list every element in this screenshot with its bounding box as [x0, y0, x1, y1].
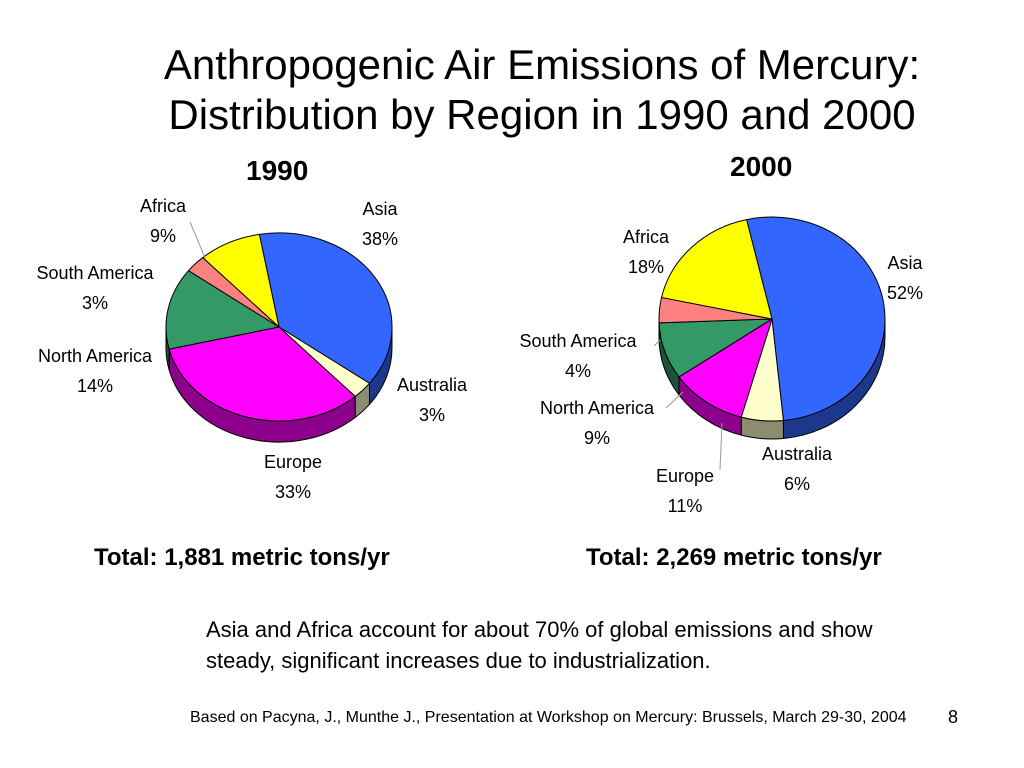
pie-2000-value-asia: 52% — [887, 283, 923, 303]
pie-1990-slice-north-america — [165, 270, 280, 350]
pie-2000-label-africa: Africa — [623, 227, 670, 247]
pie-1990-label-south-america: South America — [36, 263, 154, 283]
pie-2000-label-south-america: South America — [519, 331, 637, 351]
pie-2000-value-north-america: 9% — [584, 428, 610, 448]
total-2000: Total: 2,269 metric tons/yr — [586, 544, 882, 571]
pie-1990-value-asia: 38% — [362, 229, 398, 249]
pie-1990-label-asia: Asia — [362, 199, 398, 219]
chart-2000-title: 2000 — [730, 151, 793, 182]
summary-note: Asia and Africa account for about 70% of… — [206, 617, 873, 673]
total-1990: Total: 1,881 metric tons/yr — [94, 544, 390, 571]
pie-2000: Asia 52% Australia 6% Europe 11% North America… — [519, 216, 923, 516]
pie-1990: Asia 38% Australia 3% Europe 33% North America… — [36, 196, 468, 502]
pie-2000-leader-north-america — [665, 391, 684, 409]
pie-2000-label-north-america: North America — [540, 398, 655, 418]
source-citation: Based on Pacyna, J., Munthe J., Presenta… — [190, 709, 907, 726]
chart-1990-title: 1990 — [246, 155, 309, 186]
pie-1990-label-africa: Africa — [140, 196, 187, 216]
pie-2000-value-africa: 18% — [628, 257, 664, 277]
pie-1990-slice-asia — [258, 232, 393, 384]
pie-2000-leader-europe — [719, 422, 723, 471]
pie-1990-value-australia: 3% — [419, 405, 445, 425]
pie-1990-label-europe: Europe — [264, 452, 322, 472]
slide-title: Anthropogenic Air Emissions of Mercury: … — [0, 40, 1024, 140]
page-number: 8 — [948, 707, 959, 727]
pie-1990-value-south-america: 3% — [82, 293, 108, 313]
pie-2000-label-asia: Asia — [887, 253, 923, 273]
pie-1990-slice-europe — [168, 326, 356, 422]
pie-2000-value-south-america: 4% — [565, 361, 591, 381]
pie-1990-slice-africa — [202, 233, 280, 328]
pie-2000-value-australia: 6% — [784, 474, 810, 494]
pie-1990-leader-africa — [189, 221, 207, 261]
pie-1990-value-north-america: 14% — [77, 376, 113, 396]
pie-1990-label-north-america: North America — [38, 346, 153, 366]
pie-2000-slice-africa — [661, 219, 773, 320]
pie-2000-value-europe: 11% — [668, 496, 703, 516]
pie-1990-value-europe: 33% — [275, 482, 311, 502]
pie-2000-slice-asia — [746, 216, 886, 421]
pie-2000-leader-south-america — [653, 339, 661, 347]
slide-title-line-2: Distribution by Region in 1990 and 2000 — [168, 91, 916, 138]
pie-1990-label-australia: Australia — [397, 375, 468, 395]
slide-title-line-1: Anthropogenic Air Emissions of Mercury: — [163, 41, 921, 88]
pie-2000-slice-europe — [678, 318, 773, 418]
pie-1990-value-africa: 9% — [150, 226, 176, 246]
pie-2000-label-europe: Europe — [656, 466, 714, 486]
pie-2000-label-australia: Australia — [762, 444, 833, 464]
